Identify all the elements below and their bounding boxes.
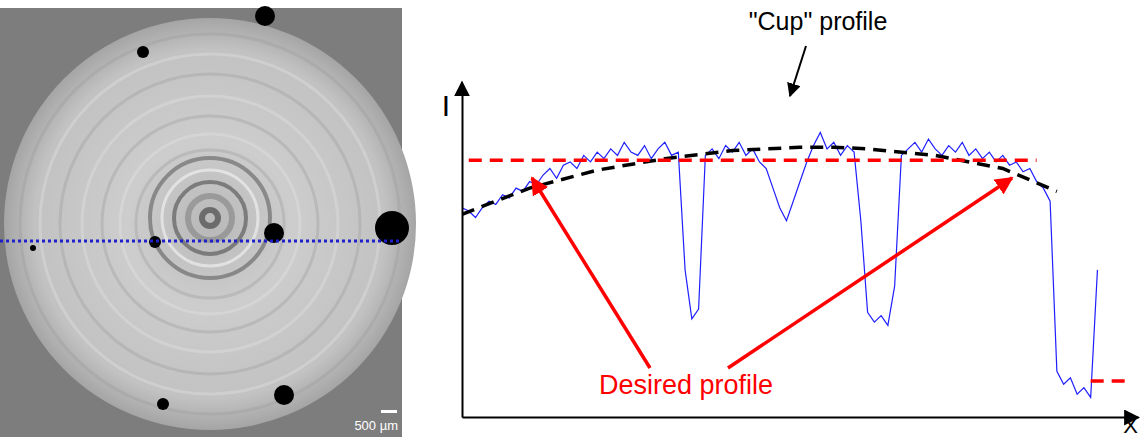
texture-ring	[102, 116, 318, 332]
center-ring	[162, 170, 258, 266]
pore	[157, 398, 169, 410]
texture-ring	[60, 74, 360, 374]
x-axis	[463, 417, 1139, 418]
center-ring	[174, 182, 246, 254]
series-line	[469, 160, 1131, 381]
texture-ring	[120, 134, 300, 314]
y-axis-line	[462, 91, 464, 418]
center-ring	[188, 196, 232, 240]
annotation-arrow	[790, 46, 806, 96]
texture-ring	[40, 54, 380, 394]
micrograph: 500 µm	[0, 6, 416, 437]
annotation-arrow	[728, 178, 1012, 368]
scale-bar-label: 500 µm	[354, 418, 398, 433]
texture-ring	[82, 96, 338, 352]
y-axis-title: I	[442, 89, 450, 122]
annotation: "Cup" profile	[749, 7, 888, 35]
x-axis-title: X	[1123, 413, 1138, 437]
x-axis-line	[463, 417, 1139, 419]
pore	[255, 6, 275, 26]
texture-ring	[136, 150, 284, 298]
scale-bar	[381, 410, 397, 413]
texture-ring	[20, 34, 400, 414]
y-axis	[462, 91, 463, 418]
plot-area	[462, 133, 1131, 398]
figure: 500 µm I X "Cup" profile Desired profile	[0, 0, 1146, 437]
series-line	[462, 133, 1097, 398]
pore	[274, 385, 294, 405]
y-axis-arrow	[461, 82, 463, 90]
series-line	[462, 147, 1057, 214]
center-ring	[202, 210, 218, 226]
sample-disc	[4, 18, 416, 430]
annotation: Desired profile	[599, 370, 773, 400]
center-ring	[150, 158, 270, 278]
profile-line	[0, 240, 402, 243]
pore	[137, 46, 149, 58]
annotation-arrow	[532, 178, 650, 368]
pore	[30, 245, 36, 251]
